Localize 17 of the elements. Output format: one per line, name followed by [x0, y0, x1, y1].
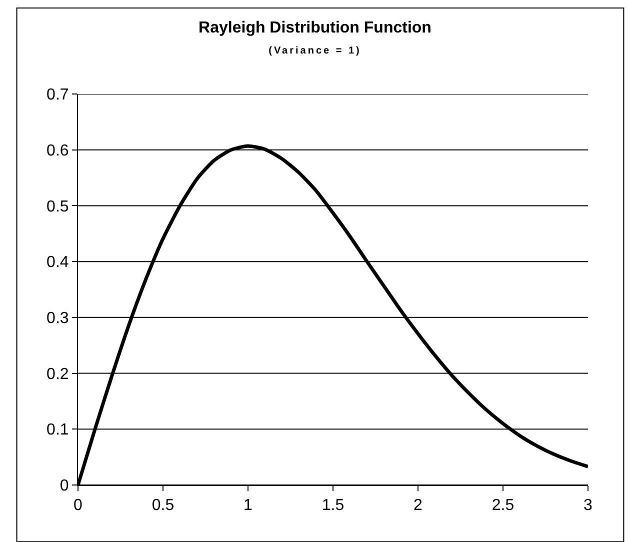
y-tick-label: 0.2 — [46, 366, 69, 383]
y-tick-label: 0.7 — [46, 86, 69, 104]
y-tick-label: 0.5 — [46, 198, 69, 216]
x-tick-label: 0.5 — [152, 497, 174, 514]
y-tick-label: 0.1 — [46, 422, 69, 439]
x-tick-label: 1.5 — [322, 497, 344, 514]
x-tick-label: 2 — [414, 497, 423, 514]
chart-title: Rayleigh Distribution Function — [198, 20, 432, 37]
x-tick-label: 0 — [74, 497, 83, 514]
y-tick-label: 0.4 — [46, 254, 69, 272]
y-tick-label: 0.6 — [46, 142, 69, 160]
y-tick-label: 0 — [60, 478, 69, 495]
y-tick-label: 0.3 — [46, 310, 69, 328]
x-tick-label: 2.5 — [492, 497, 514, 514]
x-tick-label: 3 — [584, 497, 593, 514]
x-tick-label: 1 — [244, 497, 253, 514]
chart-subtitle: (Variance = 1) — [268, 45, 362, 56]
